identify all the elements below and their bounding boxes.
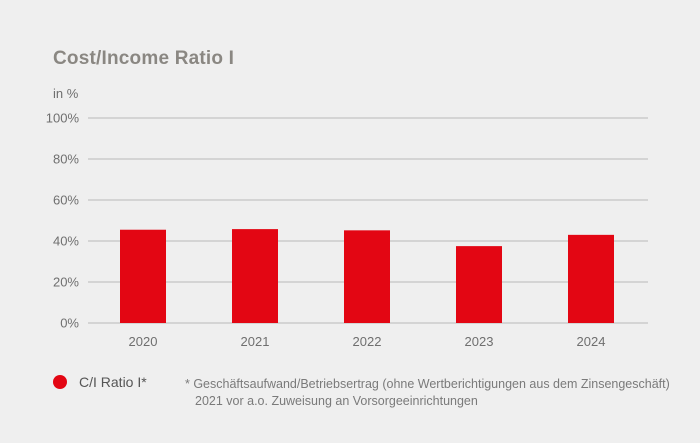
bar-2020 xyxy=(120,229,166,323)
x-tick-label: 2022 xyxy=(353,334,382,349)
bar-2021 xyxy=(232,229,278,323)
y-axis-unit-label: in % xyxy=(53,86,79,101)
bar-2024 xyxy=(568,234,614,323)
footnote-line-2: 2021 vor a.o. Zuweisung an Vorsorgeeinri… xyxy=(195,394,478,408)
legend-label: C/I Ratio I* xyxy=(79,374,147,390)
x-tick-label: 2020 xyxy=(129,334,158,349)
x-tick-label: 2024 xyxy=(577,334,606,349)
y-tick-label: 60% xyxy=(53,193,79,208)
y-tick-label: 80% xyxy=(53,152,79,167)
x-axis-ticks: 2020 2021 2022 2023 2024 xyxy=(129,334,606,349)
y-tick-label: 100% xyxy=(46,111,80,126)
bar-2023 xyxy=(456,246,502,323)
legend-swatch xyxy=(53,375,67,389)
x-tick-label: 2021 xyxy=(241,334,270,349)
bars xyxy=(120,229,614,323)
y-tick-label: 20% xyxy=(53,275,79,290)
legend: C/I Ratio I* xyxy=(53,374,147,390)
y-tick-label: 40% xyxy=(53,234,79,249)
footnote-line-1: * Geschäftsaufwand/Betriebsertrag (ohne … xyxy=(185,377,670,391)
chart-title: Cost/Income Ratio I xyxy=(53,48,235,69)
bar-2022 xyxy=(344,230,390,323)
footnote: * Geschäftsaufwand/Betriebsertrag (ohne … xyxy=(185,376,670,410)
x-tick-label: 2023 xyxy=(465,334,494,349)
y-axis-ticks: 0% 20% 40% 60% 80% 100% xyxy=(46,111,80,331)
y-tick-label: 0% xyxy=(60,316,79,331)
